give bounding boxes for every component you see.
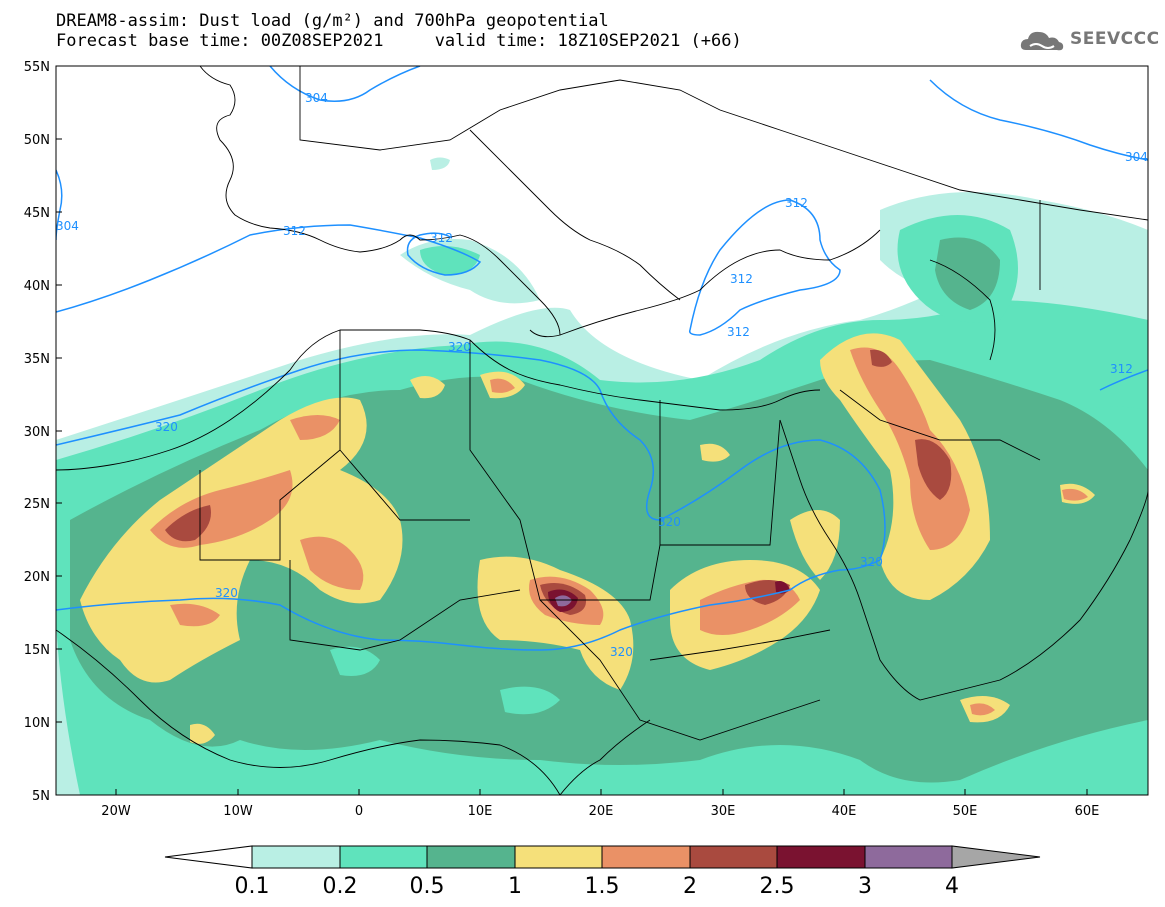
- colorbar-label: 3: [858, 874, 872, 899]
- colorbar: 0.1 0.2 0.5 1 1.5 2 2.5 3 4: [164, 845, 1041, 899]
- contour-label: 312: [1110, 362, 1133, 376]
- lat-label: 35N: [24, 352, 50, 367]
- contour-label: 320: [155, 420, 178, 434]
- contour-label: 320: [610, 645, 633, 659]
- lon-label: 10W: [223, 804, 253, 819]
- contour-label: 304: [1125, 150, 1148, 164]
- lon-label: 30E: [711, 804, 736, 819]
- colorbar-swatch: [426, 845, 516, 869]
- colorbar-swatch: [689, 845, 778, 869]
- cloud-icon: [1020, 31, 1064, 51]
- lat-label: 25N: [24, 497, 50, 512]
- lon-label: 50E: [953, 804, 978, 819]
- coastlines-borders: [56, 66, 1148, 795]
- colorbar-low-arrow: [164, 845, 253, 869]
- contour-label: 320: [215, 586, 238, 600]
- colorbar-label: 0.2: [323, 874, 358, 899]
- contour-label: 320: [448, 340, 471, 354]
- logo-text: SEEVCCC: [1070, 29, 1160, 49]
- contour-label: 304: [56, 219, 79, 233]
- colorbar-label: 2.5: [760, 874, 795, 899]
- colorbar-label: 2: [683, 874, 697, 899]
- colorbar-swatch: [601, 845, 691, 869]
- lat-label: 30N: [24, 425, 50, 440]
- geopotential-contours: [56, 66, 1148, 651]
- lon-label: 10E: [468, 804, 493, 819]
- map-title: DREAM8-assim: Dust load (g/m²) and 700hP…: [56, 11, 609, 31]
- lat-label: 5N: [32, 789, 50, 804]
- contour-label: 312: [430, 231, 453, 245]
- contour-label: 304: [305, 91, 328, 105]
- contour-labels: 304 304 304 312 312 312 312 312 312 320 …: [56, 91, 1148, 659]
- map-area: [56, 66, 1148, 795]
- contour-label: 312: [283, 224, 306, 238]
- lat-label: 45N: [24, 206, 50, 221]
- lat-label: 10N: [24, 716, 50, 731]
- lon-label: 20E: [589, 804, 614, 819]
- colorbar-swatch: [514, 845, 603, 869]
- forecast-time-line: Forecast base time: 00Z08SEP2021 valid t…: [56, 31, 742, 51]
- lat-label: 50N: [24, 133, 50, 148]
- colorbar-label: 1: [508, 874, 522, 899]
- lon-label: 40E: [832, 804, 857, 819]
- axis-ticks: [56, 65, 1088, 795]
- dust-layer-3: [555, 595, 572, 607]
- seevccc-logo: SEEVCCC: [1018, 26, 1160, 56]
- longitude-labels: 20W 10W 0 10E 20E 30E 40E 50E 60E: [101, 804, 1099, 819]
- lat-label: 55N: [24, 60, 50, 75]
- contour-label: 320: [860, 555, 883, 569]
- lon-label: 20W: [101, 804, 131, 819]
- colorbar-label: 4: [945, 874, 959, 899]
- contour-label: 312: [727, 325, 750, 339]
- colorbar-swatch: [864, 845, 953, 869]
- colorbar-swatch: [251, 845, 341, 869]
- colorbar-swatch: [339, 845, 428, 869]
- lat-label: 20N: [24, 570, 50, 585]
- colorbar-label: 0.5: [410, 874, 445, 899]
- contour-label: 320: [658, 515, 681, 529]
- contour-label: 312: [730, 272, 753, 286]
- lon-label: 0: [355, 804, 363, 819]
- latitude-labels: 55N 50N 45N 40N 35N 30N 25N 20N 15N 10N …: [24, 60, 50, 804]
- lat-label: 15N: [24, 643, 50, 658]
- lon-label: 60E: [1075, 804, 1100, 819]
- lat-label: 40N: [24, 279, 50, 294]
- colorbar-swatch: [776, 845, 866, 869]
- colorbar-high-arrow: [951, 845, 1041, 869]
- colorbar-label: 0.1: [235, 874, 270, 899]
- contour-label: 312: [785, 196, 808, 210]
- colorbar-label: 1.5: [585, 874, 620, 899]
